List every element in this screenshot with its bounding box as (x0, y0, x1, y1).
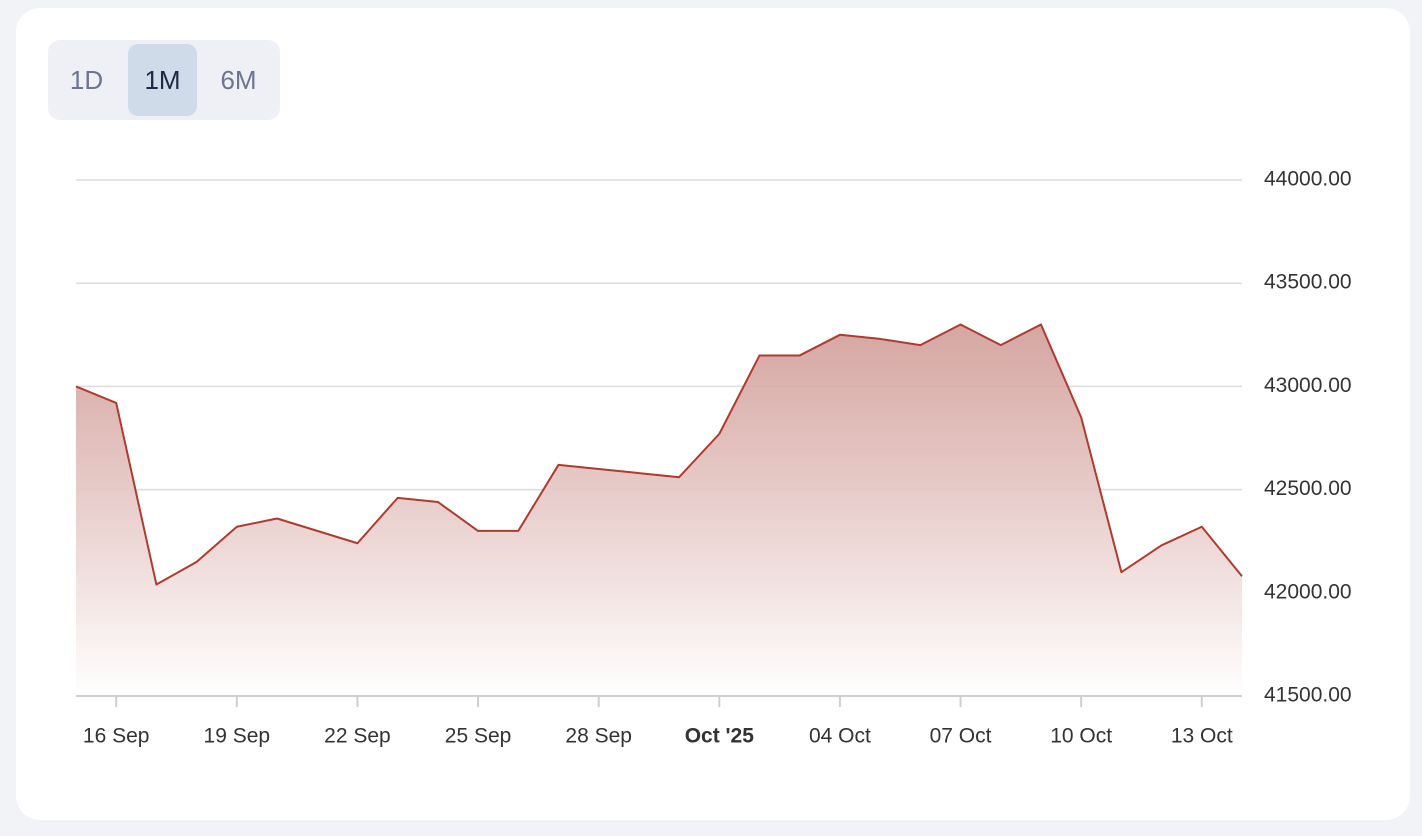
price-line (75, 323, 1243, 586)
area-fill (76, 324, 1242, 696)
y-tick-label: 42500.00 (1264, 477, 1352, 500)
x-tick-label: 13 Oct (1171, 725, 1233, 748)
x-tick-label: 19 Sep (204, 725, 271, 748)
x-tick-label: 25 Sep (445, 725, 512, 748)
range-button[interactable]: 1M (128, 44, 197, 116)
y-tick-label: 43500.00 (1264, 271, 1352, 294)
range-button[interactable]: 1D (69, 65, 104, 95)
x-tick-label: 07 Oct (930, 725, 992, 748)
x-tick-label: 04 Oct (809, 725, 871, 748)
range-button[interactable]: 6M (220, 65, 257, 95)
range-selector: 1D 1M 6M (48, 40, 280, 120)
x-tick-label: 28 Sep (565, 725, 632, 748)
y-tick-label: 43000.00 (1264, 374, 1352, 397)
x-tick-label: 22 Sep (324, 725, 391, 748)
x-tick-label: 10 Oct (1050, 725, 1112, 748)
y-tick-label: 42000.00 (1264, 580, 1352, 603)
y-tick-label: 41500.00 (1264, 684, 1352, 707)
x-tick-label: 16 Sep (83, 725, 150, 748)
x-tick-label: Oct '25 (685, 725, 755, 748)
y-tick-label: 44000.00 (1264, 168, 1352, 191)
